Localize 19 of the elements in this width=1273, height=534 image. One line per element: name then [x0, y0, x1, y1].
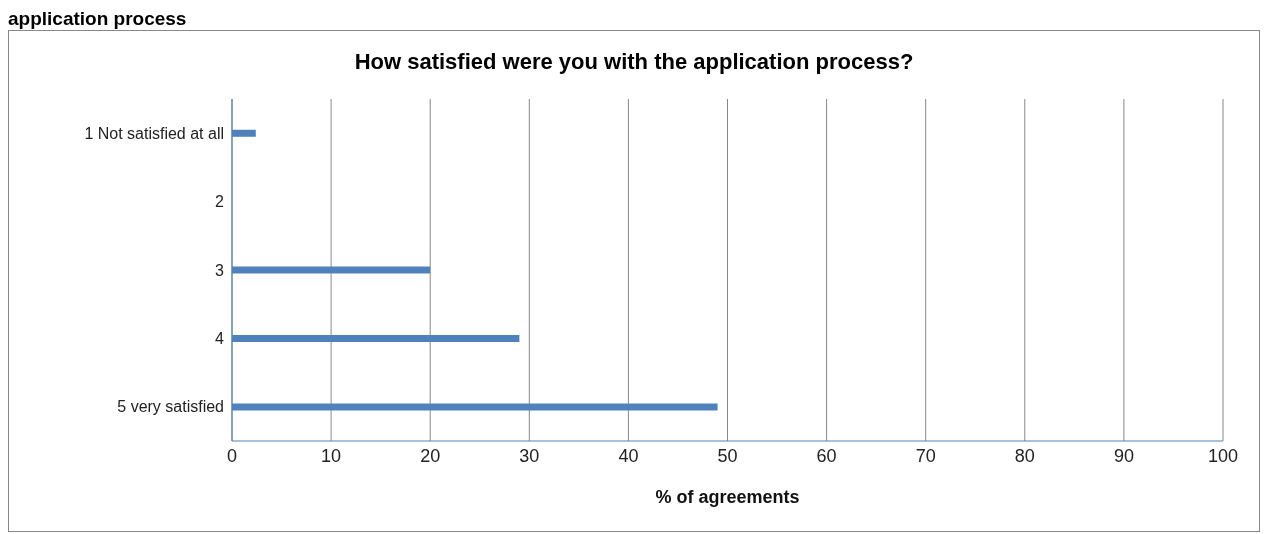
text: application process — [8, 8, 188, 30]
y-tick-label: 3 — [215, 261, 225, 279]
x-tick-label: 90 — [1113, 445, 1134, 466]
x-tick-label: 60 — [816, 445, 837, 466]
x-tick-label: 40 — [618, 445, 639, 466]
x-tick-label: 30 — [519, 445, 540, 466]
y-tick-label: 2 — [215, 193, 225, 211]
x-tick-label: 70 — [915, 445, 936, 466]
chart-title: How satisfied were you with the application process? — [353, 49, 915, 75]
x-tick-label: 0 — [226, 445, 238, 466]
y-tick-label: 1 Not satisfied at all — [84, 124, 224, 142]
y-tick-label: 5 very satisfied — [117, 398, 224, 416]
x-axis-title: % of agreements — [655, 487, 800, 507]
x-tick-label: 50 — [717, 445, 738, 466]
x-tick-label: 100 — [1207, 445, 1239, 466]
x-tick-label: 20 — [420, 445, 441, 466]
x-tick-label: 80 — [1014, 445, 1035, 466]
x-tick-label: 10 — [321, 445, 342, 466]
y-tick-label: 4 — [215, 330, 225, 348]
